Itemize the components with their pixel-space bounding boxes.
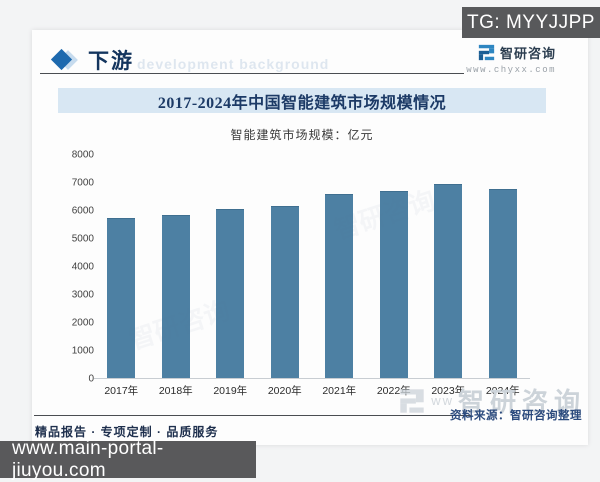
bar-2023年 bbox=[434, 183, 463, 378]
x-axis-label: 2019年 bbox=[213, 385, 248, 397]
header-watermark-text: development background bbox=[137, 56, 330, 72]
y-axis-tick: 4000 bbox=[71, 261, 94, 273]
bar-slot bbox=[203, 155, 258, 378]
bar-slot bbox=[421, 155, 476, 378]
bar-slot bbox=[312, 155, 367, 378]
y-axis-tick: 7000 bbox=[71, 177, 94, 189]
chart-title-band: 2017-2024年中国智能建筑市场规模情况 bbox=[58, 88, 546, 113]
brand-logo-icon bbox=[478, 44, 495, 61]
bar-slot bbox=[149, 155, 204, 378]
bar-2021年 bbox=[325, 194, 354, 378]
y-axis-tick: 0 bbox=[88, 373, 94, 385]
x-axis-label: 2022年 bbox=[376, 385, 411, 397]
y-axis-tick: 8000 bbox=[71, 149, 94, 161]
bar-2019年 bbox=[216, 208, 245, 378]
y-axis-tick: 2000 bbox=[71, 317, 94, 329]
report-card: 下游 development background 智研咨询 www.chyxx… bbox=[32, 30, 588, 445]
x-axis-label: 2020年 bbox=[267, 385, 302, 397]
footer-tagline: 精品报告 · 专项定制 · 品质服务 bbox=[35, 425, 219, 439]
bar-slot bbox=[476, 155, 531, 378]
chart-legend: 智能建筑市场规模：亿元 bbox=[230, 128, 374, 142]
bar-2024年 bbox=[488, 189, 517, 378]
data-source-label: 资料来源：智研咨询整理 bbox=[450, 410, 582, 422]
y-axis-tick: 3000 bbox=[71, 289, 94, 301]
card-header: 下游 bbox=[50, 46, 134, 74]
x-axis-label: 2021年 bbox=[322, 385, 357, 397]
y-axis-tick: 5000 bbox=[71, 233, 94, 245]
bar-2022年 bbox=[379, 190, 408, 378]
plot-area bbox=[94, 155, 530, 379]
tg-contact-badge: TG: MYYJJPP bbox=[462, 7, 600, 38]
bar-slot bbox=[258, 155, 313, 378]
x-axis-label: 2017年 bbox=[104, 385, 139, 397]
y-axis-tick: 6000 bbox=[71, 205, 94, 217]
footer-divider bbox=[34, 415, 471, 416]
brand-name: 智研咨询 bbox=[499, 46, 556, 61]
url-watermark-bar: www.main-portal-jiuyou.com bbox=[0, 438, 256, 481]
y-axis: 0 1000 2000 3000 4000 5000 6000 7000 8000 bbox=[46, 150, 94, 385]
x-axis-labels: 2017年 2018年 2019年 2020年 2021年 2022年 2023年 2024年 bbox=[94, 383, 530, 398]
bars-row bbox=[94, 155, 530, 378]
bar-2018年 bbox=[161, 215, 190, 378]
y-axis-tick: 1000 bbox=[71, 345, 94, 357]
chart-title: 2017-2024年中国智能建筑市场规模情况 bbox=[157, 94, 447, 112]
bar-2020年 bbox=[270, 206, 299, 378]
header-divider bbox=[40, 73, 464, 74]
bar-slot bbox=[94, 155, 149, 378]
brand-website: www.chyxx.com bbox=[466, 65, 556, 75]
x-axis-label: 2023年 bbox=[431, 385, 466, 397]
section-title: 下游 bbox=[88, 50, 134, 73]
bar-2017年 bbox=[107, 218, 136, 378]
x-axis-label: 2018年 bbox=[158, 385, 193, 397]
diamond-icon bbox=[50, 48, 78, 71]
x-axis-label: 2024年 bbox=[485, 385, 520, 397]
brand-block: 智研咨询 www.chyxx.com bbox=[446, 43, 556, 75]
bar-slot bbox=[367, 155, 422, 378]
